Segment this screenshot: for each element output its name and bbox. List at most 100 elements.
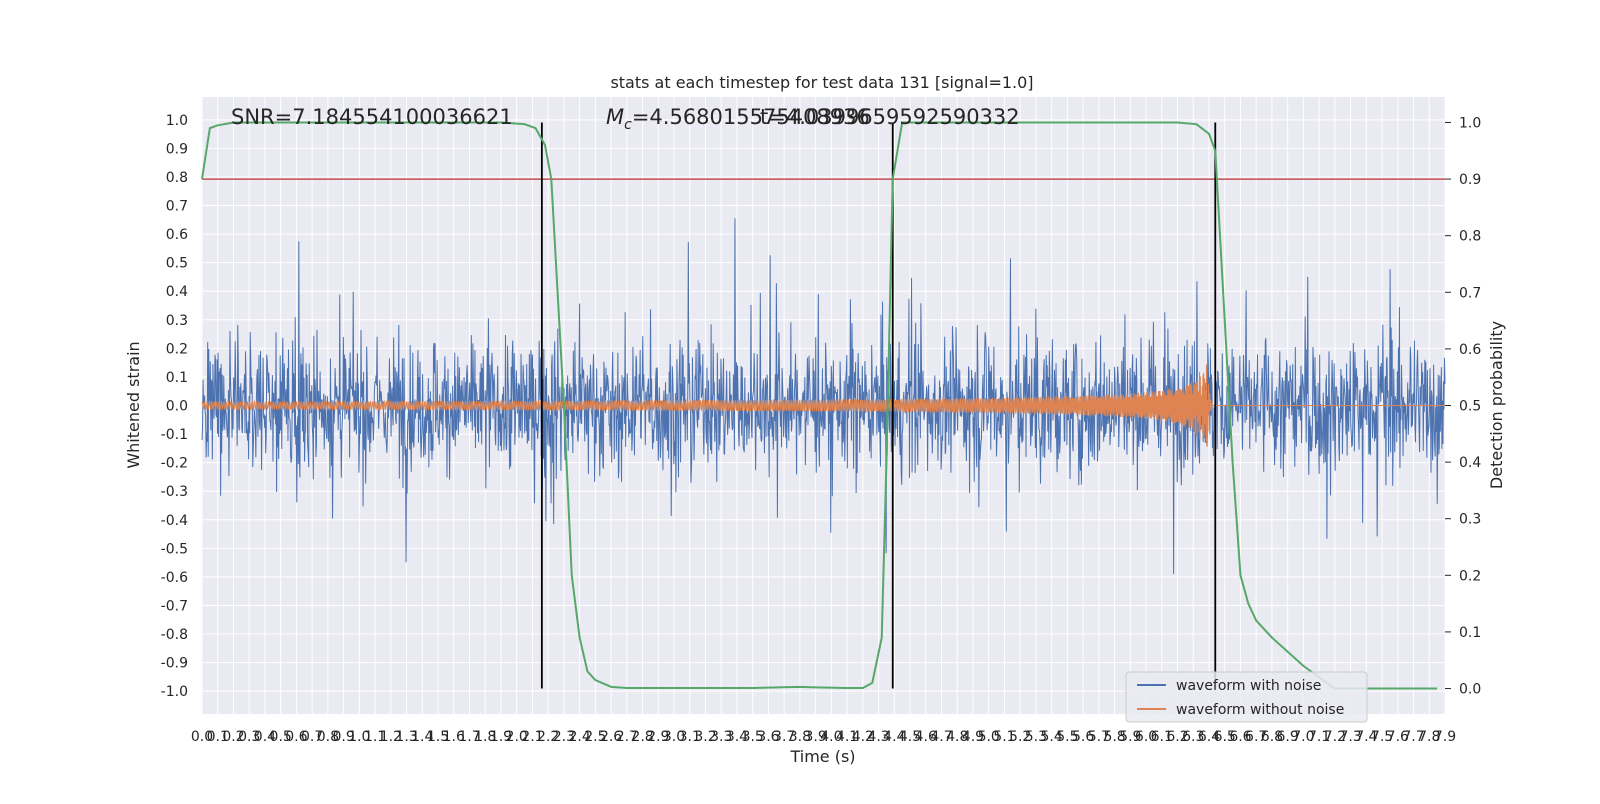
snr-annotation: SNR=7.184554100036621	[231, 105, 513, 129]
x-axis-label: Time (s)	[789, 747, 855, 766]
x-tick-label: 3.1	[679, 729, 701, 745]
x-tick-label: 1.6	[443, 729, 465, 745]
x-tick-label: 5.8	[1103, 729, 1125, 745]
x-tick-label: 0.5	[270, 729, 292, 745]
x-tick-label: 2.1	[521, 729, 543, 745]
x-tick-label: 1.3	[395, 729, 417, 745]
x-tick-label: 1.7	[458, 729, 480, 745]
x-tick-label: 2.2	[537, 729, 559, 745]
x-tick-label: 4.8	[946, 729, 968, 745]
series-waveform-with-noise	[201, 218, 1446, 575]
x-tick-label: 7.5	[1371, 729, 1393, 745]
detection-probability-line	[201, 121, 1438, 690]
chart-title: stats at each timestep for test data 131…	[610, 73, 1033, 92]
y-tick-label: -0.6	[161, 570, 188, 586]
x-tick-label: 2.7	[616, 729, 638, 745]
x-tick-label: 3.6	[757, 729, 779, 745]
x-tick-label: 0.6	[285, 729, 307, 745]
x-tick-label: 7.2	[1324, 729, 1346, 745]
x-tick-label: 5.2	[1009, 729, 1031, 745]
x-tick-label: 6.1	[1151, 729, 1173, 745]
y-tick-label: -0.4	[161, 513, 188, 529]
y-tick-label: -0.3	[161, 484, 188, 500]
x-tick-label: 3.4	[726, 729, 748, 745]
mc-value: =4.568015575408936	[632, 105, 870, 129]
x-tick-label: 6.5	[1214, 729, 1236, 745]
x-tick-label: 6.6	[1229, 729, 1251, 745]
x-tick-label: 6.8	[1261, 729, 1283, 745]
y-right-tick-label: 0.2	[1459, 568, 1481, 584]
y-right-tick-label: 0.5	[1459, 399, 1481, 415]
x-tick-label: 6.3	[1182, 729, 1204, 745]
x-tick-label: 7.7	[1402, 729, 1424, 745]
y-axis-label: Whitened strain	[124, 341, 143, 468]
x-tick-label: 2.4	[568, 729, 590, 745]
y-tick-label: -0.1	[161, 427, 188, 443]
x-tick-label: 3.9	[805, 729, 827, 745]
ticks: 0.00.10.20.30.40.50.60.70.80.91.01.11.21…	[161, 113, 1482, 745]
x-tick-label: 4.7	[930, 729, 952, 745]
y-right-tick-label: 0.3	[1459, 512, 1481, 528]
x-tick-label: 7.8	[1418, 729, 1440, 745]
y-tick-label: 0.6	[166, 227, 188, 243]
x-tick-label: 1.9	[490, 729, 512, 745]
x-tick-label: 7.1	[1308, 729, 1330, 745]
x-tick-label: 4.3	[867, 729, 889, 745]
mc-symbol: M	[606, 105, 624, 129]
y-axis-right-label: Detection probability	[1487, 321, 1506, 489]
x-tick-label: 6.4	[1198, 729, 1220, 745]
x-tick-label: 4.4	[883, 729, 905, 745]
x-tick-label: 0.7	[301, 729, 323, 745]
x-tick-label: 1.1	[364, 729, 386, 745]
x-tick-label: 3.2	[694, 729, 716, 745]
y-tick-label: -0.7	[161, 598, 188, 614]
x-tick-label: 0.3	[238, 729, 260, 745]
x-tick-label: 1.0	[348, 729, 370, 745]
x-tick-label: 3.3	[710, 729, 732, 745]
x-tick-label: 0.2	[222, 729, 244, 745]
x-tick-label: 1.8	[474, 729, 496, 745]
y-tick-label: 0.9	[166, 141, 188, 157]
x-tick-label: 5.0	[978, 729, 1000, 745]
y-right-tick-label: 0.9	[1459, 172, 1481, 188]
y-tick-label: -1.0	[161, 684, 188, 700]
x-tick-label: 2.9	[647, 729, 669, 745]
y-tick-label: 0.4	[166, 284, 188, 300]
x-tick-label: 0.9	[332, 729, 354, 745]
clean-line	[201, 364, 1445, 447]
x-tick-label: 2.3	[553, 729, 575, 745]
y-tick-label: 1.0	[166, 113, 188, 129]
y-tick-label: -0.8	[161, 627, 188, 643]
y-tick-label: -0.9	[161, 656, 188, 672]
x-tick-label: 2.8	[631, 729, 653, 745]
noise-line	[201, 218, 1446, 575]
x-tick-label: 5.1	[993, 729, 1015, 745]
x-tick-label: 7.9	[1434, 729, 1456, 745]
x-tick-label: 4.0	[820, 729, 842, 745]
y-right-tick-label: 0.8	[1459, 229, 1481, 245]
x-tick-label: 3.8	[789, 729, 811, 745]
x-tick-label: 6.7	[1245, 729, 1267, 745]
y-right-tick-label: 1.0	[1459, 115, 1481, 131]
y-tick-label: 0.1	[166, 370, 188, 386]
x-tick-label: 0.4	[254, 729, 276, 745]
x-tick-label: 0.1	[207, 729, 229, 745]
mc-annotation: Mc=4.568015575408936	[606, 105, 870, 133]
overlay	[201, 121, 1445, 690]
x-tick-label: 5.4	[1041, 729, 1063, 745]
y-tick-label: 0.0	[166, 399, 188, 415]
x-tick-label: 7.3	[1339, 729, 1361, 745]
legend-box	[1125, 671, 1368, 723]
x-tick-label: 6.2	[1166, 729, 1188, 745]
x-tick-label: 0.8	[317, 729, 339, 745]
legend: waveform with noise waveform without noi…	[1125, 671, 1368, 723]
x-tick-label: 4.5	[899, 729, 921, 745]
x-tick-label: 2.6	[600, 729, 622, 745]
y-tick-label: 0.2	[166, 341, 188, 357]
y-tick-label: 0.8	[166, 170, 188, 186]
x-tick-label: 5.5	[1056, 729, 1078, 745]
x-tick-label: 0.0	[191, 729, 213, 745]
t-annotation: t=4.0399659592590332	[760, 105, 1020, 129]
x-tick-label: 4.1	[836, 729, 858, 745]
y-right-tick-label: 0.0	[1459, 682, 1481, 698]
